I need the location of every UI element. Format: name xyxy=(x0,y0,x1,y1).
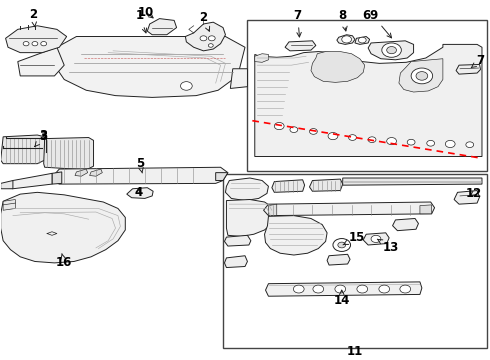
Circle shape xyxy=(310,129,318,134)
Text: 1: 1 xyxy=(136,9,147,33)
Bar xyxy=(247,21,487,171)
Polygon shape xyxy=(368,41,414,60)
Polygon shape xyxy=(285,41,316,51)
Bar xyxy=(223,175,487,348)
Text: 5: 5 xyxy=(136,157,144,173)
Polygon shape xyxy=(18,47,64,76)
Text: 9: 9 xyxy=(369,9,392,38)
Circle shape xyxy=(342,36,351,43)
Text: 6: 6 xyxy=(362,9,370,22)
Circle shape xyxy=(333,239,350,251)
Circle shape xyxy=(371,235,381,243)
Polygon shape xyxy=(185,22,225,51)
Circle shape xyxy=(382,43,401,57)
Circle shape xyxy=(348,135,356,140)
Circle shape xyxy=(23,41,29,46)
Circle shape xyxy=(445,140,455,148)
Circle shape xyxy=(368,137,376,143)
Polygon shape xyxy=(44,138,94,170)
Text: 3: 3 xyxy=(40,129,48,141)
Circle shape xyxy=(387,46,396,54)
Circle shape xyxy=(358,37,366,43)
Polygon shape xyxy=(90,169,102,176)
Circle shape xyxy=(411,68,433,84)
Polygon shape xyxy=(355,36,369,44)
Polygon shape xyxy=(392,219,418,231)
Polygon shape xyxy=(0,192,125,263)
Text: 12: 12 xyxy=(466,187,482,200)
Polygon shape xyxy=(0,135,45,164)
Text: 3: 3 xyxy=(35,130,48,147)
Circle shape xyxy=(208,36,215,41)
Circle shape xyxy=(328,132,338,140)
Text: 15: 15 xyxy=(343,231,365,245)
Circle shape xyxy=(416,72,428,80)
Circle shape xyxy=(407,139,415,145)
Circle shape xyxy=(274,122,284,130)
Circle shape xyxy=(357,285,368,293)
Circle shape xyxy=(338,242,345,248)
Polygon shape xyxy=(311,51,365,82)
Polygon shape xyxy=(269,204,277,216)
Text: 8: 8 xyxy=(339,9,347,31)
Polygon shape xyxy=(456,64,481,74)
Polygon shape xyxy=(224,256,247,267)
Text: 7: 7 xyxy=(471,54,485,68)
Polygon shape xyxy=(327,254,350,265)
Circle shape xyxy=(200,36,207,41)
Polygon shape xyxy=(127,188,153,198)
Polygon shape xyxy=(310,179,343,191)
Polygon shape xyxy=(264,202,435,216)
Circle shape xyxy=(208,44,213,47)
Polygon shape xyxy=(420,205,432,214)
Circle shape xyxy=(294,285,304,293)
Text: 2: 2 xyxy=(199,12,210,31)
Polygon shape xyxy=(3,199,15,210)
Polygon shape xyxy=(5,26,67,53)
Text: 7: 7 xyxy=(294,9,302,37)
Polygon shape xyxy=(224,235,251,246)
Text: 4: 4 xyxy=(134,186,143,199)
Circle shape xyxy=(379,285,390,293)
Polygon shape xyxy=(75,169,88,176)
Text: 11: 11 xyxy=(347,345,363,357)
Polygon shape xyxy=(337,35,355,44)
Circle shape xyxy=(32,41,38,46)
Polygon shape xyxy=(255,54,269,62)
Circle shape xyxy=(290,127,298,132)
Polygon shape xyxy=(54,36,245,98)
Circle shape xyxy=(400,285,411,293)
Polygon shape xyxy=(399,59,443,92)
Polygon shape xyxy=(272,180,305,192)
Polygon shape xyxy=(52,172,62,184)
Circle shape xyxy=(466,142,474,148)
Circle shape xyxy=(180,82,192,90)
Polygon shape xyxy=(363,233,389,245)
Text: 10: 10 xyxy=(138,6,154,19)
Polygon shape xyxy=(147,19,176,35)
Circle shape xyxy=(335,285,345,293)
Text: 16: 16 xyxy=(56,253,73,269)
Polygon shape xyxy=(225,178,269,201)
Polygon shape xyxy=(226,199,275,237)
Circle shape xyxy=(313,285,324,293)
Polygon shape xyxy=(265,216,327,255)
Polygon shape xyxy=(0,180,13,189)
Circle shape xyxy=(41,41,47,46)
Polygon shape xyxy=(5,174,52,189)
Polygon shape xyxy=(343,178,482,185)
Polygon shape xyxy=(255,44,482,157)
Circle shape xyxy=(427,140,435,146)
Polygon shape xyxy=(454,190,480,204)
Polygon shape xyxy=(230,69,247,89)
Circle shape xyxy=(387,138,396,145)
Text: 2: 2 xyxy=(29,8,38,27)
Polygon shape xyxy=(266,282,422,296)
Text: 14: 14 xyxy=(334,290,350,307)
Polygon shape xyxy=(216,173,228,180)
Polygon shape xyxy=(52,167,228,184)
Text: 13: 13 xyxy=(377,239,399,254)
